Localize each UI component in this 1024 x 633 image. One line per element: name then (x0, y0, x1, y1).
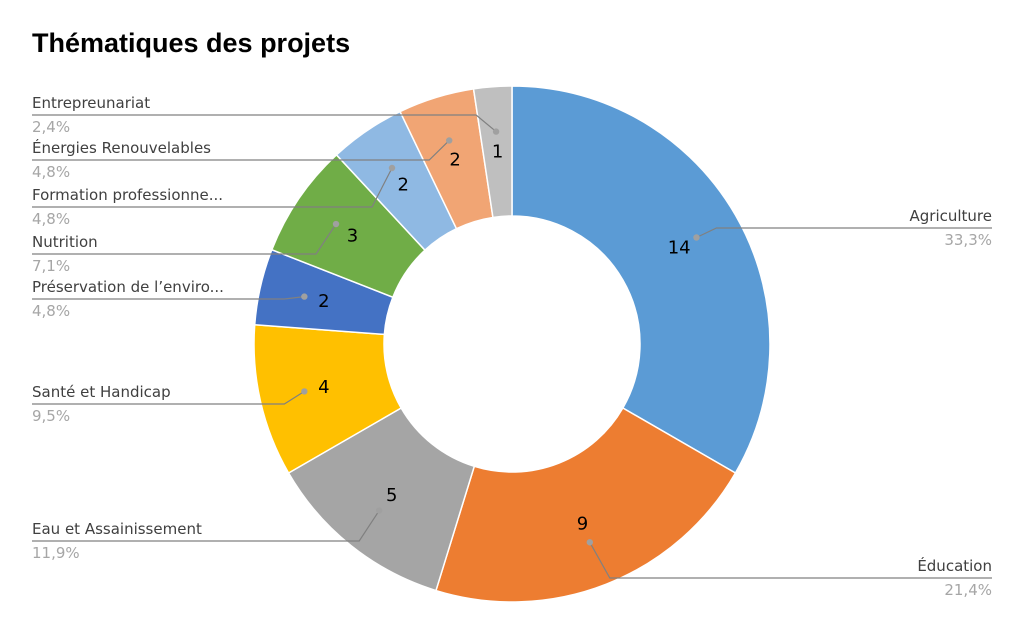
leader-dot-nutrition (332, 220, 340, 228)
leader-dot-formation-professionne (388, 164, 396, 172)
percent-label-agriculture: 33,3% (944, 231, 992, 249)
value-label-formation-professionne: 2 (398, 175, 409, 196)
chart-title: Thématiques des projets (32, 28, 351, 58)
value-label-sante-et-handicap: 4 (318, 377, 329, 398)
percent-label-preservation-de-l-enviro: 4,8% (32, 302, 70, 320)
leader-line-eau-et-assainissement (32, 510, 380, 542)
percent-label-nutrition: 7,1% (32, 257, 70, 275)
value-label-nutrition: 3 (347, 225, 358, 246)
category-label-nutrition: Nutrition (32, 233, 98, 251)
category-label-energies-renouvelables: Énergies Renouvelables (32, 138, 211, 157)
category-label-sante-et-handicap: Santé et Handicap (32, 383, 171, 401)
value-label-agriculture: 14 (668, 238, 691, 259)
leader-dot-preservation-de-l-enviro (301, 293, 308, 300)
percent-label-eau-et-assainissement: 11,9% (32, 544, 80, 562)
leader-line-energies-renouvelables (32, 140, 450, 161)
leader-line-formation-professionne (32, 167, 393, 208)
category-label-preservation-de-l-enviro: Préservation de l’enviro... (32, 278, 224, 296)
percent-label-energies-renouvelables: 4,8% (32, 163, 70, 181)
leader-dot-agriculture (693, 234, 700, 241)
leader-line-education (589, 541, 992, 579)
leader-dot-education (586, 539, 594, 546)
leader-line-preservation-de-l-enviro (32, 296, 305, 300)
leader-dot-eau-et-assainissement (375, 507, 383, 514)
value-label-education: 9 (577, 514, 588, 535)
value-label-energies-renouvelables: 2 (449, 150, 460, 171)
leader-dot-energies-renouvelables (446, 137, 453, 144)
category-label-entrepreunariat: Entrepreunariat (32, 94, 150, 112)
slice-entrepreunariat (472, 85, 513, 219)
category-label-formation-professionne: Formation professionne... (32, 186, 223, 204)
leader-dot-entrepreunariat (492, 128, 500, 135)
leader-line-sante-et-handicap (32, 390, 305, 405)
leader-line-entrepreunariat (32, 114, 497, 133)
slice-education (435, 406, 737, 603)
value-label-preservation-de-l-enviro: 2 (318, 291, 329, 312)
percent-label-entrepreunariat: 2,4% (32, 118, 70, 136)
slice-agriculture (511, 85, 771, 475)
leader-lines (32, 114, 992, 579)
percent-label-sante-et-handicap: 9,5% (32, 407, 70, 425)
category-labels: Agriculture 33,3% Éducation 21,4% Eau et Ass… (32, 94, 992, 599)
category-label-agriculture: Agriculture (910, 207, 993, 225)
percent-label-education: 21,4% (944, 581, 992, 599)
category-label-education: Éducation (917, 556, 992, 575)
leader-dot-sante-et-handicap (301, 388, 308, 395)
value-labels: 14 9 5 4 2 3 2 2 1 (318, 142, 690, 535)
value-label-eau-et-assainissement: 5 (386, 485, 397, 506)
leader-line-agriculture (696, 227, 992, 239)
category-label-eau-et-assainissement: Eau et Assainissement (32, 520, 202, 538)
percent-label-formation-professionne: 4,8% (32, 210, 70, 228)
leader-line-nutrition (32, 223, 337, 255)
value-label-entrepreunariat: 1 (492, 142, 503, 163)
slices (253, 85, 771, 603)
